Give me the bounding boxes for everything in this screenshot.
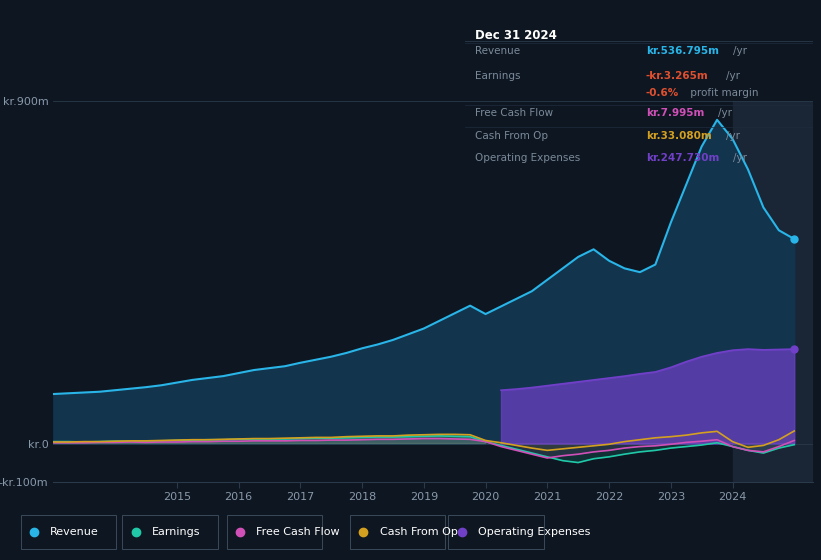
- Text: kr.247.730m: kr.247.730m: [645, 153, 719, 164]
- Text: /yr: /yr: [733, 46, 747, 57]
- FancyBboxPatch shape: [122, 515, 218, 549]
- Text: Free Cash Flow: Free Cash Flow: [475, 109, 553, 119]
- FancyBboxPatch shape: [227, 515, 323, 549]
- Text: Revenue: Revenue: [50, 527, 99, 537]
- Text: Free Cash Flow: Free Cash Flow: [256, 527, 340, 537]
- Text: profit margin: profit margin: [687, 88, 759, 98]
- Text: Earnings: Earnings: [475, 71, 521, 81]
- Text: Cash From Op: Cash From Op: [379, 527, 457, 537]
- Text: /yr: /yr: [733, 153, 747, 164]
- FancyBboxPatch shape: [21, 515, 116, 549]
- Text: /yr: /yr: [726, 71, 740, 81]
- Text: Operating Expenses: Operating Expenses: [475, 153, 580, 164]
- Text: Earnings: Earnings: [152, 527, 200, 537]
- Text: /yr: /yr: [726, 131, 740, 141]
- Text: -0.6%: -0.6%: [645, 88, 679, 98]
- Text: kr.33.080m: kr.33.080m: [645, 131, 712, 141]
- Text: Operating Expenses: Operating Expenses: [478, 527, 590, 537]
- Text: kr.536.795m: kr.536.795m: [645, 46, 718, 57]
- Bar: [732, 101, 813, 482]
- Text: kr.7.995m: kr.7.995m: [645, 109, 704, 119]
- Text: Cash From Op: Cash From Op: [475, 131, 548, 141]
- Text: -kr.3.265m: -kr.3.265m: [645, 71, 709, 81]
- FancyBboxPatch shape: [350, 515, 446, 549]
- Text: Dec 31 2024: Dec 31 2024: [475, 29, 557, 42]
- Text: /yr: /yr: [718, 109, 732, 119]
- FancyBboxPatch shape: [448, 515, 544, 549]
- Text: Revenue: Revenue: [475, 46, 521, 57]
